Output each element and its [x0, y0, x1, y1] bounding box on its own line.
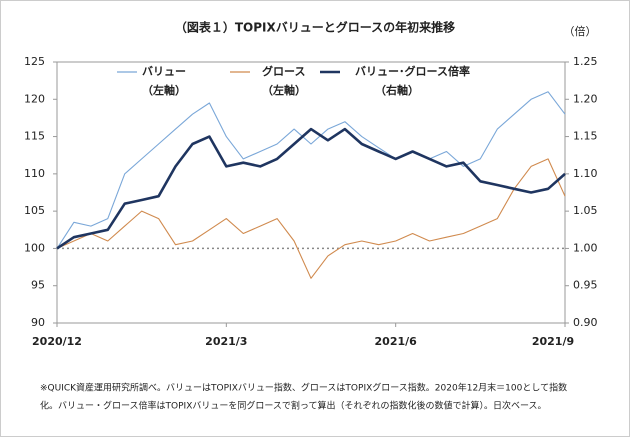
x-tick-label: 2020/12	[32, 335, 82, 348]
plot-area	[56, 61, 566, 324]
y2-tick-label: 1.05	[573, 204, 598, 217]
legend-label: バリュー･グロース倍率	[355, 64, 470, 78]
y-tick-label: 110	[24, 167, 45, 180]
note: 化。バリュー・グロース倍率はTOPIXバリューを同グロースで割って算出（それぞれ…	[40, 400, 547, 412]
x-tick-label: 2021/9	[532, 335, 574, 348]
y2-tick-label: 1.20	[573, 92, 598, 105]
series-line	[56, 158, 566, 279]
y2-tick-label: 1.00	[573, 241, 598, 254]
y2-tick-label: 0.95	[573, 279, 598, 292]
y-tick-label: 95	[31, 279, 45, 292]
legend-axis-note: （左軸）	[142, 83, 186, 97]
series-line	[56, 91, 566, 249]
legend-label: グロース	[262, 64, 305, 78]
y2-unit: （倍）	[564, 24, 597, 38]
y-tick-label: 90	[31, 316, 45, 329]
chart-title: （図表１）TOPIXバリューとグロースの年初来推移	[175, 20, 455, 35]
x-tick-label: 2021/6	[375, 335, 418, 348]
y2-tick-label: 1.10	[573, 167, 598, 180]
legend-axis-note: （右軸）	[375, 83, 419, 97]
y2-tick-label: 1.15	[573, 130, 598, 143]
legend-axis-note: （左軸）	[262, 83, 306, 97]
y-tick-label: 100	[24, 241, 45, 254]
legend-label: バリュー	[142, 65, 186, 78]
y2-tick-label: 1.25	[573, 55, 598, 68]
y-tick-label: 120	[24, 92, 45, 105]
x-tick-label: 2021/3	[205, 335, 247, 348]
y-tick-label: 125	[24, 55, 45, 68]
y-tick-label: 115	[24, 130, 45, 143]
series-line	[56, 127, 566, 250]
note: ※QUICK資産運用研究所調べ。バリューはTOPIXバリュー指数、グロースはTO…	[40, 382, 567, 394]
y2-tick-label: 0.90	[573, 316, 598, 329]
y-tick-label: 105	[24, 204, 45, 217]
